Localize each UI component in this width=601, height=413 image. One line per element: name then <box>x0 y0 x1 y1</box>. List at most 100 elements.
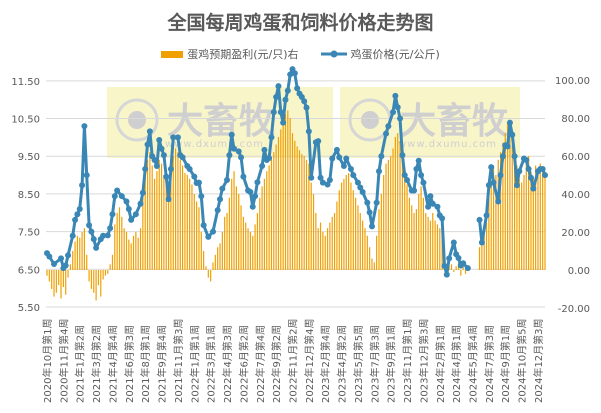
price-point <box>128 216 135 223</box>
profit-bar <box>238 194 240 270</box>
price-point <box>420 179 427 186</box>
profit-bar <box>373 262 375 270</box>
profit-bar <box>404 171 406 270</box>
price-point <box>350 172 357 179</box>
price-point <box>282 96 289 103</box>
profit-bar <box>160 163 163 270</box>
profit-bar <box>287 110 289 271</box>
profit-bar <box>371 258 373 270</box>
price-point <box>441 262 448 269</box>
legend-label-profit: 蛋鸡预期盈利(元/只)右 <box>187 48 299 61</box>
price-point <box>179 154 186 161</box>
price-point <box>527 174 534 181</box>
price-point <box>198 193 205 200</box>
price-point <box>446 255 453 262</box>
price-point <box>340 163 347 170</box>
price-point <box>123 198 130 205</box>
x-axis-tick-label: 2023年7月第3周 <box>368 325 381 403</box>
profit-bar <box>345 175 347 270</box>
watermark-url: www.dxumu.com <box>398 139 497 150</box>
x-axis-tick-label: 2023年9月第1周 <box>385 325 398 403</box>
price-point <box>303 104 310 111</box>
price-point <box>530 185 537 192</box>
price-point <box>118 193 125 200</box>
profit-bar <box>499 152 502 270</box>
price-point <box>62 262 69 269</box>
price-point <box>383 130 390 137</box>
price-point <box>287 71 294 78</box>
x-axis-tick-label: 2022年3月第1周 <box>205 325 218 403</box>
profit-bar <box>74 241 76 270</box>
price-point <box>137 200 144 207</box>
profit-bar <box>401 159 403 270</box>
watermark-box <box>340 87 520 158</box>
profit-bar <box>326 228 329 270</box>
profit-bar <box>273 152 275 270</box>
profit-bar <box>121 216 123 270</box>
price-point <box>488 164 495 171</box>
profit-bar <box>415 209 418 270</box>
x-axis-tick-label: 2023年5月第5周 <box>352 325 365 403</box>
profit-bar <box>191 184 193 270</box>
profit-bar <box>448 266 450 270</box>
profit-bar <box>376 235 378 270</box>
profit-bar <box>58 270 60 286</box>
price-point <box>44 250 50 257</box>
price-point <box>485 182 492 189</box>
profit-bar <box>179 159 181 270</box>
price-point <box>425 203 432 210</box>
profit-bar <box>151 165 153 270</box>
profit-bar <box>443 262 446 270</box>
profit-bar <box>317 228 319 270</box>
profit-bar <box>521 182 523 270</box>
price-point <box>343 155 350 162</box>
profit-bar <box>90 270 93 289</box>
profit-bar <box>450 264 453 270</box>
price-point <box>86 222 93 229</box>
watermark-url: www.dxumu.com <box>165 139 264 150</box>
right-axis-tick-label: 0.00 <box>568 266 590 277</box>
price-point <box>359 189 366 196</box>
profit-bar <box>172 156 174 270</box>
price-point <box>502 142 509 149</box>
price-point <box>296 90 303 97</box>
profit-bar <box>408 197 410 270</box>
watermark-logo-icon <box>361 111 379 129</box>
profit-bar <box>511 144 513 270</box>
profit-bar <box>289 118 291 270</box>
profit-bar <box>170 175 172 270</box>
profit-bar <box>364 228 366 270</box>
price-point <box>504 143 511 150</box>
x-axis-tick-label: 2021年9月第4周 <box>156 325 169 403</box>
profit-bar <box>111 254 114 270</box>
price-point <box>74 211 81 218</box>
profit-bar <box>357 205 359 270</box>
price-point <box>373 199 380 206</box>
price-point <box>439 215 446 222</box>
profit-bar <box>340 182 343 270</box>
price-point <box>539 166 546 173</box>
profit-bar <box>413 213 415 270</box>
profit-bar <box>436 224 439 270</box>
price-point <box>109 211 116 218</box>
profit-bar <box>67 270 69 278</box>
profit-bar <box>69 264 71 270</box>
profit-bar <box>387 159 389 270</box>
profit-bar <box>76 235 78 270</box>
profit-bar <box>261 186 263 270</box>
price-point <box>69 232 76 239</box>
profit-bar <box>418 194 420 270</box>
profit-bar <box>207 270 209 278</box>
profit-bar <box>102 270 104 280</box>
profit-bar <box>163 175 165 270</box>
x-axis-tick-label: 2023年2月第4周 <box>319 325 332 403</box>
x-axis-tick-label: 2023年12月第3周 <box>417 318 430 403</box>
price-point <box>525 166 532 173</box>
price-point <box>46 253 53 260</box>
right-axis-tick-label: 20.00 <box>561 228 590 239</box>
price-point <box>252 193 259 200</box>
x-axis-tick-label: 2021年4月第4周 <box>106 325 119 403</box>
profit-bar <box>81 232 83 270</box>
price-point <box>317 174 324 181</box>
price-point <box>516 168 523 175</box>
